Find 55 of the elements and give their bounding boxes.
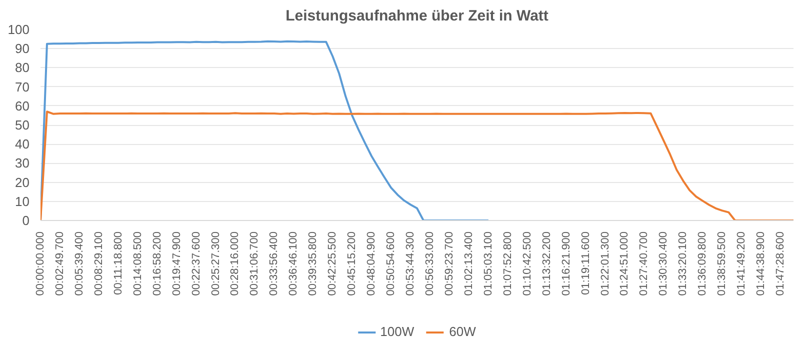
x-tick-label: 00:36:46.100 bbox=[288, 231, 300, 296]
y-tick-label: 0 bbox=[22, 213, 30, 228]
y-tick-label: 10 bbox=[15, 194, 30, 209]
x-tick-label: 01:07:52.800 bbox=[502, 231, 514, 296]
y-tick-label: 40 bbox=[15, 136, 30, 152]
x-tick-label: 01:38:59.500 bbox=[716, 231, 728, 296]
x-tick-label: 00:22:37.600 bbox=[190, 231, 202, 296]
x-tick-label: 00:14:08.500 bbox=[132, 231, 144, 296]
x-tick-label: 00:42:25.500 bbox=[326, 231, 339, 296]
x-tick-label: 00:39:35.800 bbox=[307, 231, 320, 296]
x-tick-label: 01:47:28.600 bbox=[774, 231, 787, 296]
x-tick-label: 01:22:01.300 bbox=[599, 231, 612, 296]
x-tick-label: 01:33:20.100 bbox=[677, 231, 690, 296]
y-tick-label: 20 bbox=[15, 174, 30, 190]
x-tick-label: 00:48:04.900 bbox=[366, 231, 378, 296]
x-tick-label: 00:02:49.700 bbox=[54, 231, 66, 296]
x-tick-label: 01:24:51.000 bbox=[618, 231, 631, 296]
y-tick-label: 50 bbox=[15, 118, 30, 132]
x-tick-label: 00:45:15.200 bbox=[346, 231, 358, 296]
x-tick-label: 01:02:13.400 bbox=[462, 231, 475, 296]
y-tick-label: 70 bbox=[15, 79, 30, 94]
chart-title: Leistungsaufnahme über Zeit in Watt bbox=[286, 8, 548, 24]
y-tick-label: 100 bbox=[8, 22, 30, 37]
x-tick-label: 00:59:23.700 bbox=[443, 231, 456, 296]
x-tick-label: 01:05:03.100 bbox=[482, 231, 494, 296]
y-tick-label: 80 bbox=[15, 60, 30, 76]
x-tick-label: 01:10:42.500 bbox=[521, 231, 534, 296]
line-series bbox=[40, 40, 490, 220]
x-tick-label: 01:16:21.900 bbox=[560, 231, 572, 296]
x-tick-label: 01:36:09.800 bbox=[696, 231, 709, 296]
x-tick-label: 01:41:49.200 bbox=[736, 231, 748, 296]
line-series bbox=[40, 110, 794, 220]
x-tick-label: 01:27:40.700 bbox=[638, 231, 650, 296]
x-tick-label: 00:05:39.400 bbox=[73, 231, 86, 296]
x-tick-label: 00:00:00.000 bbox=[34, 231, 46, 296]
legend-label: 60W bbox=[449, 324, 476, 339]
x-tick-label: 00:56:33.000 bbox=[424, 231, 436, 296]
x-tick-label: 00:19:47.900 bbox=[170, 231, 183, 296]
x-tick-label: 00:33:56.400 bbox=[268, 231, 280, 296]
y-tick-label: 60 bbox=[15, 98, 30, 114]
x-tick-label: 00:50:54.600 bbox=[385, 231, 398, 296]
x-tick-label: 01:13:32.200 bbox=[540, 231, 553, 296]
x-tick-label: 00:08:29.100 bbox=[92, 231, 105, 296]
legend-label: 100W bbox=[380, 324, 414, 339]
x-tick-label: 01:44:38.900 bbox=[755, 231, 768, 296]
y-tick-label: 90 bbox=[15, 41, 30, 56]
y-tick-label: 30 bbox=[15, 156, 30, 171]
x-tick-label: 00:53:44.300 bbox=[404, 231, 417, 296]
x-tick-label: 01:30:30.400 bbox=[658, 231, 670, 296]
x-tick-label: 01:19:11.600 bbox=[580, 231, 592, 295]
x-tick-label: 00:31:06.700 bbox=[248, 231, 261, 296]
x-tick-label: 00:11:18.800 bbox=[112, 231, 124, 295]
x-tick-label: 00:16:58.200 bbox=[151, 231, 164, 296]
x-tick-label: 00:25:27.300 bbox=[210, 231, 222, 296]
x-tick-label: 00:28:16.000 bbox=[229, 231, 242, 296]
